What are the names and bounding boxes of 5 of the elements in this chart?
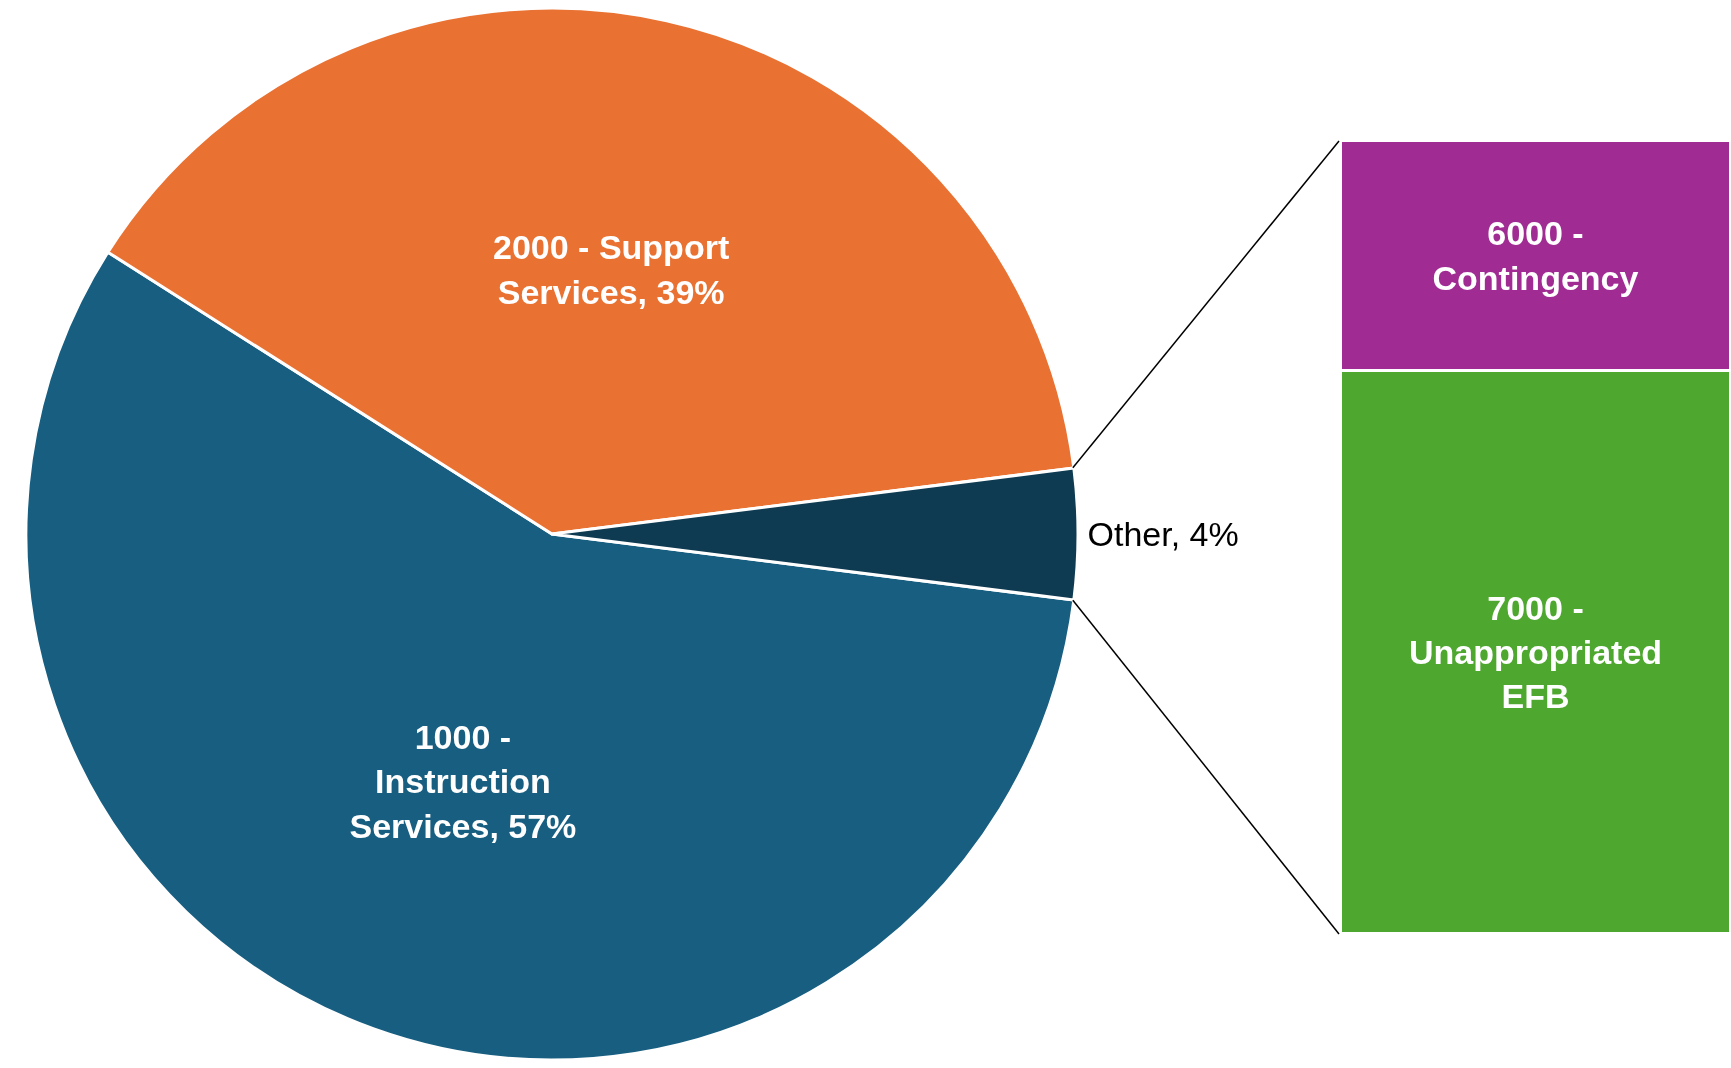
series-label: 7000 - Unappropriated EFB — [1408, 588, 1663, 716]
series-label: 6000 - Contingency — [1432, 214, 1639, 297]
slice-label: 2000 - Support Services, 39% — [493, 228, 730, 311]
slice-label: 1000 - Instruction Services, 57% — [349, 718, 577, 845]
slice-label: Other, 4% — [1087, 515, 1239, 553]
